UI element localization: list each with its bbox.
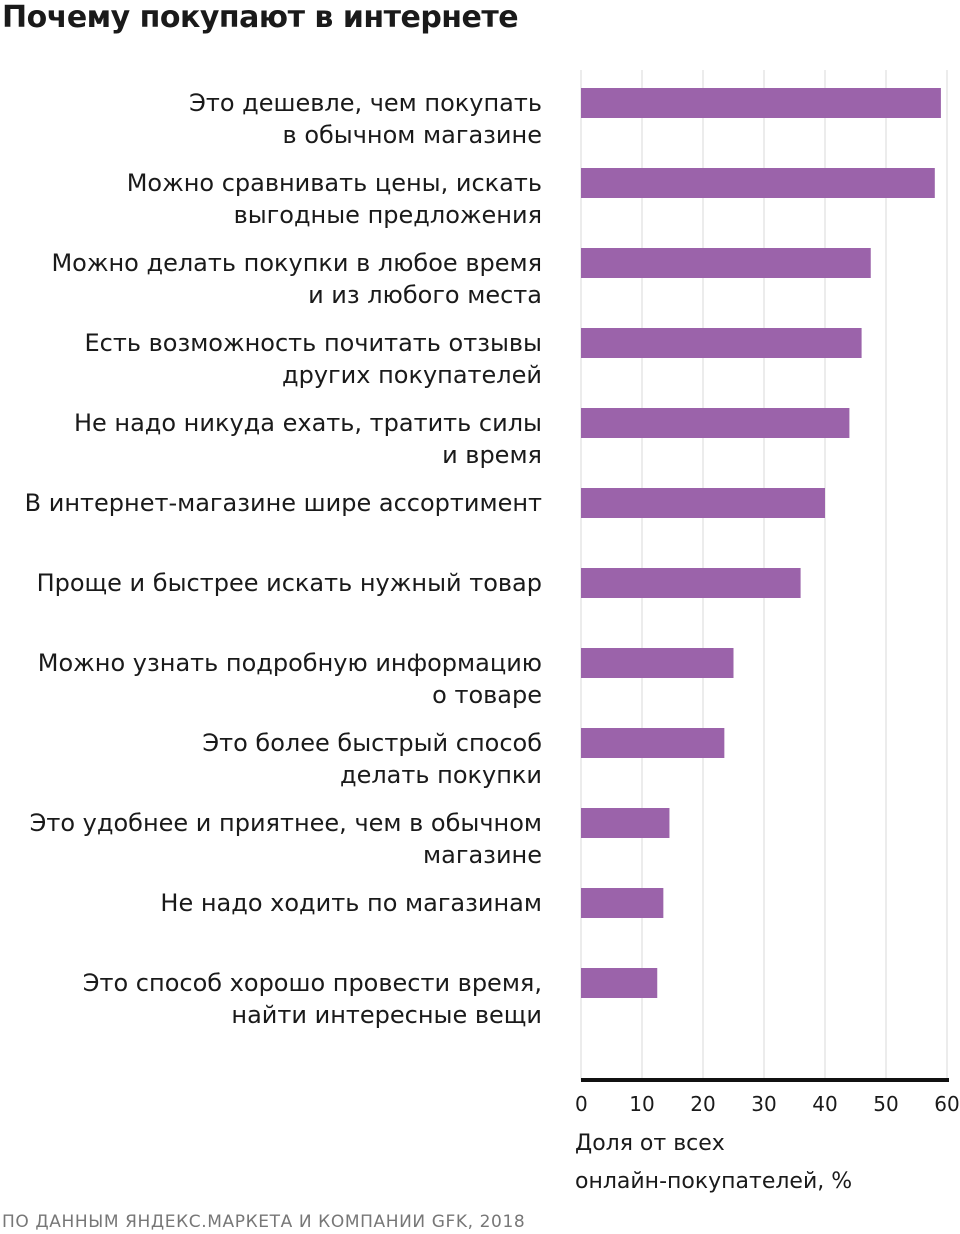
x-tick-label: 20 [690, 1092, 715, 1116]
category-label: магазине [423, 841, 542, 869]
category-label: Не надо ходить по магазинам [160, 889, 542, 917]
category-label: Не надо никуда ехать, тратить силы [74, 409, 542, 437]
category-label: Проще и быстрее искать нужный товар [37, 569, 542, 597]
category-label: Можно узнать подробную информацию [38, 649, 542, 677]
category-label: Это дешевле, чем покупать [189, 89, 542, 117]
category-label: и из любого места [308, 281, 542, 309]
bar [581, 248, 871, 278]
x-axis-label: Доля от всех онлайн-покупателей, % [575, 1131, 852, 1194]
bar [581, 648, 734, 678]
x-tick-label: 0 [575, 1092, 588, 1116]
x-tick-labels: 0 10 20 30 40 50 60 [575, 1092, 960, 1116]
bar [581, 728, 725, 758]
category-label: В интернет-магазине шире ассортимент [25, 489, 542, 517]
x-tick-label: 30 [751, 1092, 776, 1116]
category-labels: Это дешевле, чем покупать в обычном магаз… [25, 89, 542, 1029]
bar [581, 488, 825, 518]
category-label: Есть возможность почитать отзывы [85, 329, 543, 357]
category-label: Это более быстрый способ [202, 729, 542, 757]
x-axis-label-line: Доля от всех [575, 1131, 725, 1156]
x-tick-label: 40 [812, 1092, 837, 1116]
category-label: Это способ хорошо провести время, [83, 969, 542, 997]
category-label: других покупателей [282, 361, 542, 389]
category-label: Это удобнее и приятнее, чем в обычном [30, 809, 542, 837]
source-note: ПО ДАННЫМ ЯНДЕКС.МАРКЕТА И КОМПАНИИ GFK,… [2, 1212, 526, 1232]
bar [581, 168, 935, 198]
bar [581, 808, 670, 838]
category-label: Можно сравнивать цены, искать [127, 169, 542, 197]
x-tick-label: 60 [934, 1092, 959, 1116]
bar [581, 568, 801, 598]
x-tick-label: 10 [629, 1092, 654, 1116]
bars [581, 88, 941, 998]
category-label: найти интересные вещи [231, 1001, 542, 1029]
bar [581, 88, 941, 118]
bar [581, 328, 862, 358]
category-label: в обычном магазине [283, 121, 542, 149]
category-label: о товаре [432, 681, 542, 709]
bar [581, 408, 850, 438]
category-label: выгодные предложения [234, 201, 542, 229]
chart-title: Почему покупают в интернете [2, 0, 519, 35]
bar [581, 888, 664, 918]
category-label: Можно делать покупки в любое время [51, 249, 542, 277]
x-axis-label-line: онлайн-покупателей, % [575, 1169, 852, 1194]
x-tick-label: 50 [873, 1092, 898, 1116]
category-label: и время [442, 441, 542, 469]
bar [581, 968, 658, 998]
category-label: делать покупки [340, 761, 542, 789]
